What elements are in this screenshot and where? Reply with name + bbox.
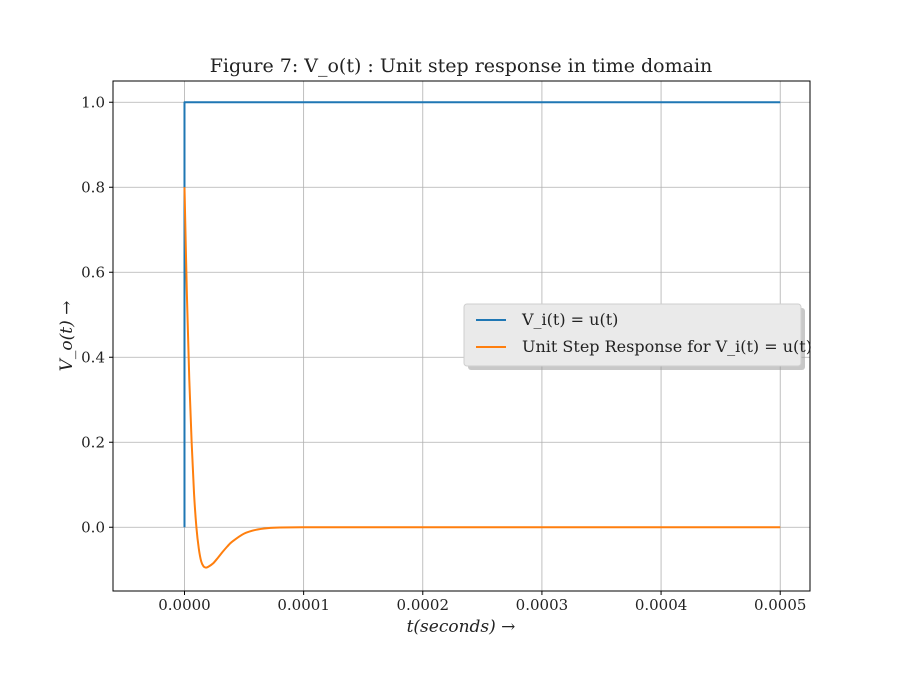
y-tick-label: 0.4 — [81, 348, 105, 366]
x-tick-label: 0.0003 — [516, 596, 569, 614]
x-tick-label: 0.0001 — [277, 596, 330, 614]
x-tick-label: 0.0000 — [158, 596, 211, 614]
x-tick-label: 0.0004 — [635, 596, 688, 614]
chart-title: Figure 7: V_o(t) : Unit step response in… — [210, 55, 713, 77]
y-tick-label: 0.8 — [81, 178, 105, 196]
x-axis-label: t(seconds) → — [407, 617, 516, 637]
legend-label-response: Unit Step Response for V_i(t) = u(t) — [522, 337, 812, 356]
step-response-line — [183, 187, 781, 569]
y-tick-label: 1.0 — [81, 93, 105, 111]
input-step-line — [183, 101, 781, 528]
ticks: 0.0000 0.0001 0.0002 0.0003 0.0004 0.0005 0.0 0… — [81, 93, 806, 614]
y-tick-label: 0.0 — [81, 518, 105, 536]
series-layer — [183, 101, 781, 569]
x-tick-label: 0.0005 — [754, 596, 807, 614]
y-tick-label: 0.6 — [81, 263, 105, 281]
x-tick-label: 0.0002 — [397, 596, 450, 614]
legend-box — [463, 303, 802, 367]
plot-frame — [112, 80, 811, 592]
legend-label-input: V_i(t) = u(t) — [521, 310, 618, 329]
y-axis-label: V_o(t) → — [57, 301, 77, 372]
y-tick-label: 0.2 — [81, 433, 105, 451]
legend: V_i(t) = u(t) Unit Step Response for V_i… — [463, 303, 812, 370]
